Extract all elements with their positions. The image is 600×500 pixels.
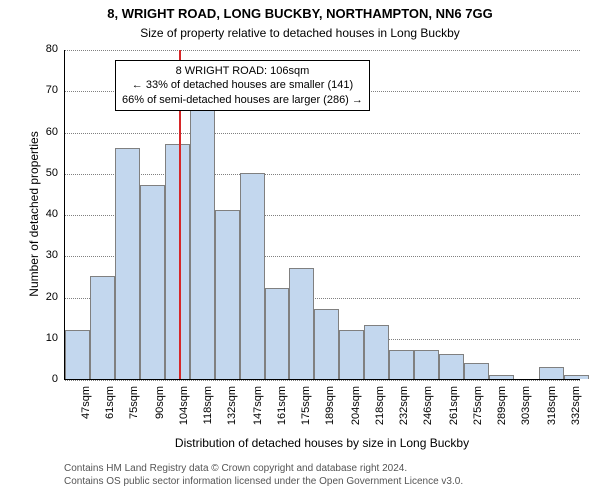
y-tick-label: 30 — [30, 249, 58, 261]
y-tick-label: 60 — [30, 126, 58, 138]
x-tick-label: 318sqm — [546, 386, 558, 436]
x-tick-label: 104sqm — [178, 386, 190, 436]
y-tick-label: 0 — [30, 373, 58, 385]
plot-area: 8 WRIGHT ROAD: 106sqm ← 33% of detached … — [64, 50, 580, 380]
x-axis-label: Distribution of detached houses by size … — [64, 436, 580, 450]
histogram-bar — [364, 325, 389, 379]
histogram-bar — [215, 210, 240, 379]
x-tick-label: 232sqm — [398, 386, 410, 436]
x-tick-label: 218sqm — [374, 386, 386, 436]
histogram-bar — [414, 350, 439, 379]
histogram-bar — [564, 375, 589, 379]
footer-attribution: Contains HM Land Registry data © Crown c… — [64, 462, 463, 488]
chart-title-main: 8, WRIGHT ROAD, LONG BUCKBY, NORTHAMPTON… — [0, 6, 600, 21]
histogram-bar — [165, 144, 190, 379]
x-tick-label: 275sqm — [472, 386, 484, 436]
histogram-bar — [489, 375, 514, 379]
footer-line-1: Contains HM Land Registry data © Crown c… — [64, 462, 463, 475]
grid-line — [65, 133, 580, 134]
histogram-bar — [115, 148, 140, 379]
grid-line — [65, 174, 580, 175]
histogram-bar — [90, 276, 115, 379]
histogram-bar — [314, 309, 339, 379]
histogram-bar — [289, 268, 314, 379]
annotation-line-3: 66% of semi-detached houses are larger (… — [122, 93, 363, 107]
x-tick-label: 118sqm — [202, 386, 214, 436]
annotation-line-2: ← 33% of detached houses are smaller (14… — [122, 78, 363, 92]
x-tick-label: 161sqm — [276, 386, 288, 436]
histogram-bar — [190, 103, 215, 379]
y-tick-label: 70 — [30, 84, 58, 96]
histogram-bar — [339, 330, 364, 380]
x-tick-label: 332sqm — [570, 386, 582, 436]
annotation-line-1: 8 WRIGHT ROAD: 106sqm — [122, 64, 363, 78]
x-tick-label: 246sqm — [422, 386, 434, 436]
histogram-bar — [389, 350, 414, 379]
histogram-bar — [65, 330, 90, 380]
histogram-bar — [240, 173, 265, 379]
x-tick-label: 175sqm — [300, 386, 312, 436]
histogram-bar — [265, 288, 290, 379]
y-tick-label: 50 — [30, 167, 58, 179]
histogram-bar — [439, 354, 464, 379]
y-tick-label: 20 — [30, 291, 58, 303]
x-tick-label: 289sqm — [496, 386, 508, 436]
x-tick-label: 47sqm — [80, 386, 92, 436]
y-tick-label: 40 — [30, 208, 58, 220]
x-tick-label: 61sqm — [104, 386, 116, 436]
x-tick-label: 90sqm — [154, 386, 166, 436]
chart-title-sub: Size of property relative to detached ho… — [0, 26, 600, 40]
x-tick-label: 204sqm — [350, 386, 362, 436]
x-tick-label: 132sqm — [226, 386, 238, 436]
x-tick-label: 75sqm — [128, 386, 140, 436]
footer-line-2: Contains OS public sector information li… — [64, 475, 463, 488]
x-tick-label: 261sqm — [448, 386, 460, 436]
histogram-bar — [140, 185, 165, 379]
histogram-bar — [464, 363, 489, 380]
annotation-box: 8 WRIGHT ROAD: 106sqm ← 33% of detached … — [115, 60, 370, 111]
y-tick-label: 80 — [30, 43, 58, 55]
grid-line — [65, 380, 580, 381]
x-tick-label: 303sqm — [520, 386, 532, 436]
y-tick-label: 10 — [30, 332, 58, 344]
x-tick-label: 147sqm — [252, 386, 264, 436]
grid-line — [65, 50, 580, 51]
histogram-bar — [539, 367, 564, 379]
x-tick-label: 189sqm — [324, 386, 336, 436]
